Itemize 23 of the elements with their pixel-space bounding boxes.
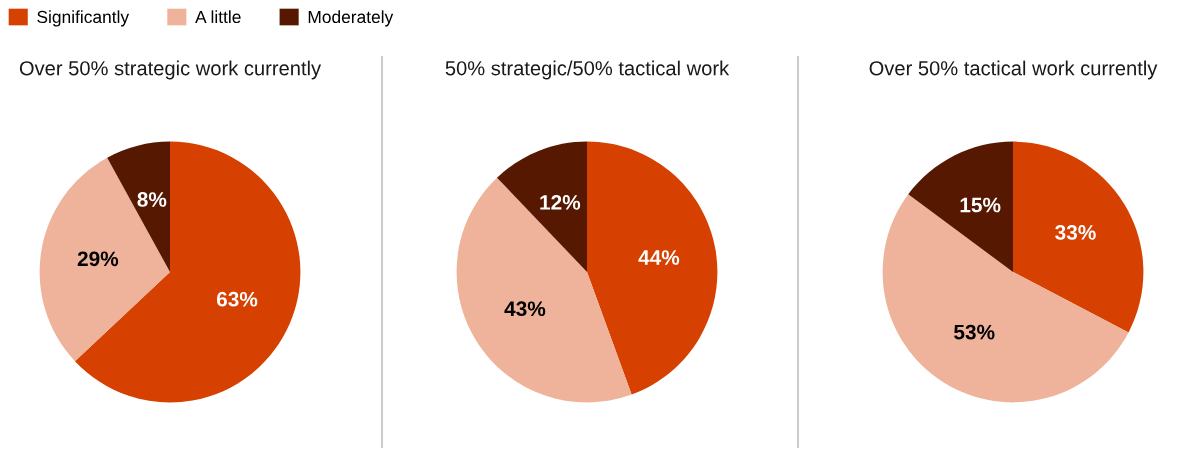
data-label: 44% [638,250,680,265]
chart-title: Over 50% tactical work currently [869,60,1158,80]
pie-slice [1013,141,1144,333]
data-label: 29% [77,251,119,267]
chart-title: 50% strategic/50% tactical work [445,60,730,80]
data-label: 12% [540,195,581,210]
legend-label: Moderately [308,10,394,27]
pie-slice [497,141,587,272]
pie-slice [908,141,1013,272]
pie-slice [882,194,1129,403]
pie-slice [456,177,632,403]
pie-slice [587,141,718,395]
data-label: 63% [216,291,258,307]
data-label: 15% [960,197,1001,213]
pie-slice [74,141,301,403]
pie-slice [39,157,170,362]
text: Over 50% strategic work currently [19,60,322,80]
data-label: 8% [137,192,167,207]
data-label: 33% [1055,225,1096,240]
legend-label: A little [195,10,241,24]
data-label: 53% [954,324,995,340]
data-label: 43% [504,301,546,317]
legend-label: Significantly [37,10,130,27]
